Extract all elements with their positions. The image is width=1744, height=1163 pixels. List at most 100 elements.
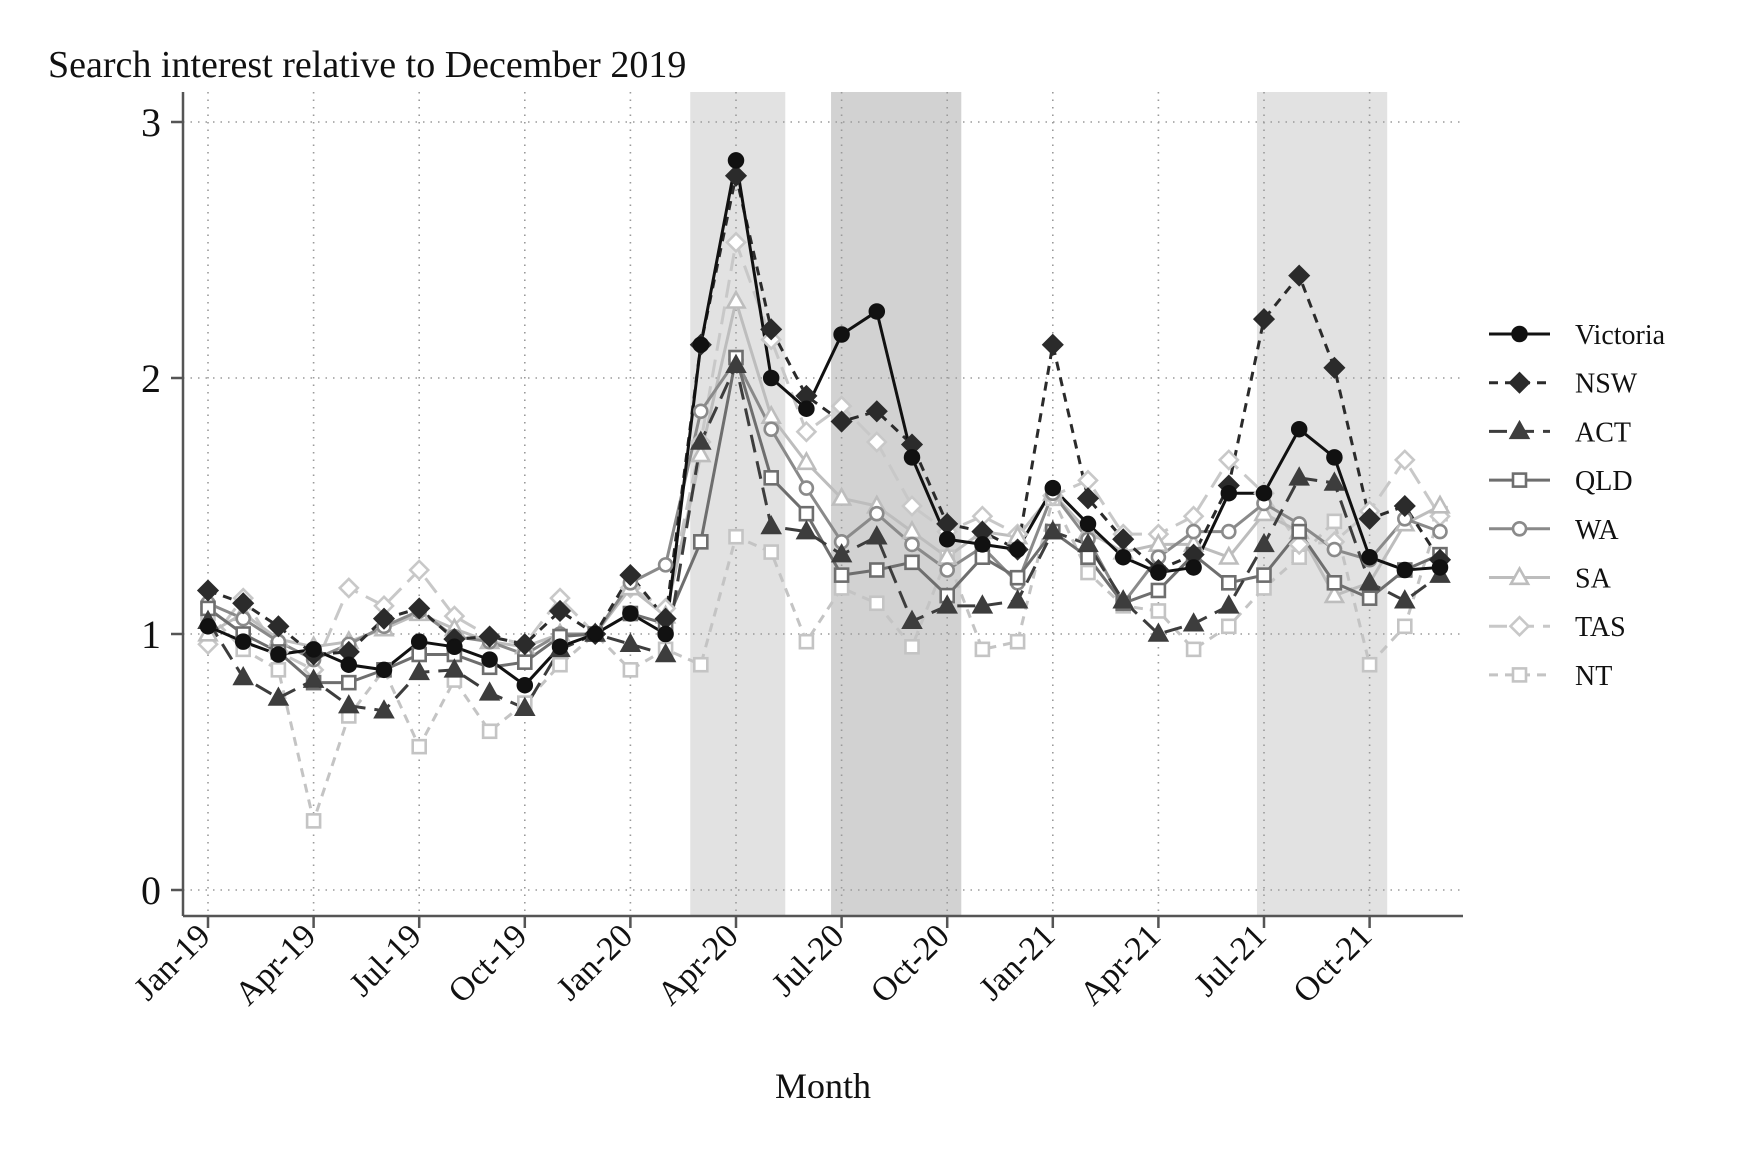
legend-item-nt: NT [1489, 661, 1612, 692]
data-point-victoria [516, 676, 534, 694]
data-point-victoria [622, 605, 639, 622]
legend-item-sa: SA [1489, 564, 1612, 595]
data-point-act [408, 660, 430, 681]
data-point-wa [1432, 523, 1448, 540]
data-point-nt [868, 595, 885, 612]
series-line-tas [206, 240, 1442, 672]
data-point-act [232, 665, 254, 686]
x-tick-label: Apr-21 [1073, 917, 1168, 1012]
data-point-qld [1326, 574, 1343, 591]
x-tick-label: Oct-19 [442, 917, 535, 1010]
data-point-act [1077, 532, 1099, 553]
data-point-nsw [1288, 264, 1311, 287]
data-point-qld [1291, 523, 1307, 540]
data-point-nsw [513, 633, 536, 656]
data-point-nt [270, 662, 287, 678]
data-point-nsw [372, 607, 396, 630]
data-point-tas [1182, 505, 1205, 528]
data-point-act [1006, 589, 1029, 609]
data-point-qld [763, 470, 780, 486]
data-point-nsw [760, 318, 783, 341]
data-point-sa [1429, 494, 1451, 514]
data-point-qld [833, 567, 850, 583]
x-tick-label: Jan-20 [550, 917, 640, 1007]
data-point-sa [1323, 583, 1346, 604]
x-tick-label: Jul-21 [1187, 917, 1273, 1003]
data-point-nt [1185, 641, 1202, 658]
legend: Victoria NSW ACT QLD WA SA TAS NT [1489, 320, 1666, 692]
data-point-victoria [1255, 484, 1273, 502]
legend-label-wa: WA [1575, 515, 1619, 546]
data-point-nsw [830, 410, 853, 433]
data-point-victoria [1114, 548, 1132, 566]
legend-item-wa: WA [1489, 515, 1619, 546]
data-point-act [514, 696, 536, 716]
data-point-qld [798, 505, 815, 522]
data-point-act [1323, 471, 1346, 491]
legend-marker-victoria [1511, 325, 1528, 343]
legend-marker-wa [1511, 520, 1528, 537]
data-point-nsw [1358, 507, 1381, 530]
x-tick-label: Oct-20 [864, 917, 957, 1010]
data-point-sa [725, 289, 747, 309]
data-point-victoria [1044, 479, 1062, 497]
chart-title: Search interest relative to December 201… [48, 44, 686, 86]
data-point-victoria [903, 449, 921, 466]
data-point-act [267, 686, 290, 706]
data-point-nsw [548, 599, 572, 623]
data-point-victoria [340, 656, 358, 673]
legend-marker-qld [1511, 472, 1528, 488]
data-point-act [1147, 622, 1170, 642]
shaded-periods [690, 92, 1388, 916]
data-point-victoria [446, 638, 463, 656]
data-point-tas [408, 559, 431, 581]
data-point-nsw [232, 592, 255, 615]
y-tick-label: 3 [141, 100, 161, 145]
shaded-period-1 [690, 92, 786, 916]
data-point-nt [833, 580, 850, 596]
legend-marker-tas [1508, 615, 1531, 638]
data-point-tas [795, 420, 818, 443]
data-point-victoria [974, 536, 991, 553]
data-point-victoria [1220, 484, 1238, 502]
data-point-nsw [1393, 494, 1416, 518]
data-point-qld [1150, 582, 1167, 599]
x-tick-label: Jan-19 [127, 917, 217, 1007]
data-point-nt [305, 813, 322, 829]
legend-label-qld: QLD [1575, 466, 1633, 497]
legend-label-victoria: Victoria [1575, 320, 1666, 351]
data-point-wa [904, 536, 920, 553]
x-tick-label: Apr-20 [651, 917, 746, 1012]
data-point-act [866, 525, 888, 545]
data-point-nt [552, 656, 568, 673]
data-point-tas [725, 231, 747, 254]
legend-marker-nsw [1508, 371, 1531, 394]
data-point-nsw [724, 164, 748, 187]
legend-label-act: ACT [1575, 417, 1631, 448]
series-markers [196, 152, 1452, 829]
data-point-nt [1361, 656, 1378, 673]
data-point-nsw [408, 597, 431, 620]
data-point-act [830, 543, 853, 563]
data-point-nt [904, 638, 920, 655]
data-point-victoria [938, 531, 956, 548]
series-line-nt [206, 496, 1442, 823]
data-point-qld [516, 654, 533, 670]
data-point-nt [1009, 633, 1026, 650]
data-point-act [1394, 589, 1416, 609]
data-point-victoria [798, 400, 815, 417]
data-point-nt [692, 656, 709, 673]
data-point-act [901, 609, 923, 629]
data-point-sa [1253, 502, 1275, 522]
data-point-nt [1256, 580, 1272, 596]
y-tick-label: 0 [141, 868, 161, 913]
data-point-act [1182, 612, 1205, 632]
data-point-victoria [1361, 548, 1378, 566]
data-point-wa [1221, 523, 1237, 540]
series-line-nsw [207, 174, 1442, 656]
legend-marker-sa [1508, 565, 1531, 586]
data-point-victoria [586, 625, 604, 643]
data-point-wa [1185, 523, 1202, 540]
x-tick-label: Jan-21 [972, 917, 1062, 1007]
data-point-qld [1256, 567, 1272, 583]
